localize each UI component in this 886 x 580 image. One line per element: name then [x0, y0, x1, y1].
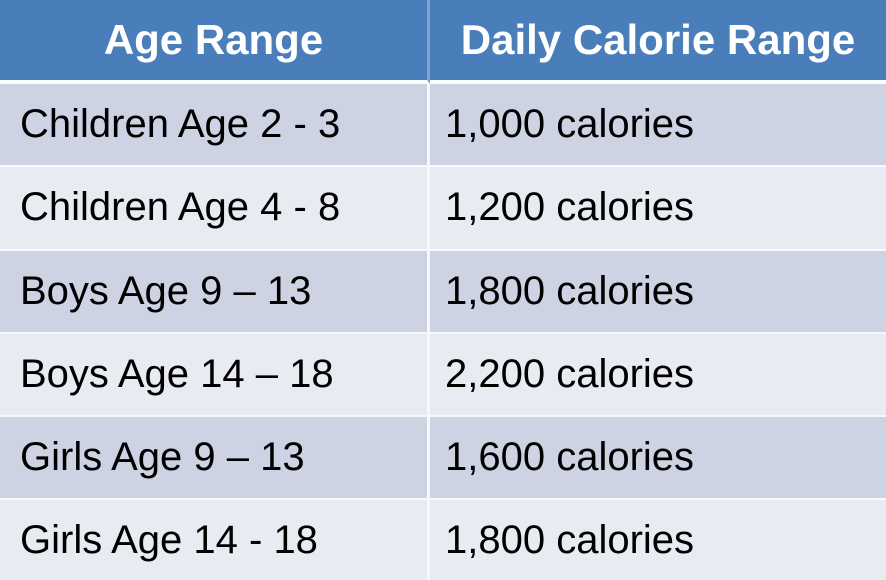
- calories-cell: 1,800 calories: [430, 250, 886, 334]
- header-cell-age-range: Age Range: [0, 0, 430, 84]
- table-row: Boys Age 14 – 18 2,200 calories: [0, 333, 886, 417]
- calories-cell: 1,000 calories: [430, 84, 886, 168]
- table-header: Age Range Daily Calorie Range: [0, 0, 886, 84]
- table-body: Children Age 2 - 3 1,000 calories Childr…: [0, 84, 886, 580]
- calories-cell: 1,800 calories: [430, 500, 886, 580]
- table-row: Children Age 4 - 8 1,200 calories: [0, 167, 886, 251]
- age-cell: Children Age 4 - 8: [0, 167, 430, 251]
- calories-cell: 1,200 calories: [430, 167, 886, 251]
- age-cell: Boys Age 9 – 13: [0, 250, 430, 334]
- header-row: Age Range Daily Calorie Range: [0, 0, 886, 84]
- header-cell-daily-calorie-range: Daily Calorie Range: [430, 0, 886, 84]
- age-cell: Girls Age 9 – 13: [0, 417, 430, 501]
- table-row: Children Age 2 - 3 1,000 calories: [0, 84, 886, 168]
- age-cell: Girls Age 14 - 18: [0, 500, 430, 580]
- table-row: Boys Age 9 – 13 1,800 calories: [0, 250, 886, 334]
- calories-cell: 2,200 calories: [430, 333, 886, 417]
- age-cell: Boys Age 14 – 18: [0, 333, 430, 417]
- calories-cell: 1,600 calories: [430, 417, 886, 501]
- table-row: Girls Age 14 - 18 1,800 calories: [0, 500, 886, 580]
- age-cell: Children Age 2 - 3: [0, 84, 430, 168]
- table-row: Girls Age 9 – 13 1,600 calories: [0, 417, 886, 501]
